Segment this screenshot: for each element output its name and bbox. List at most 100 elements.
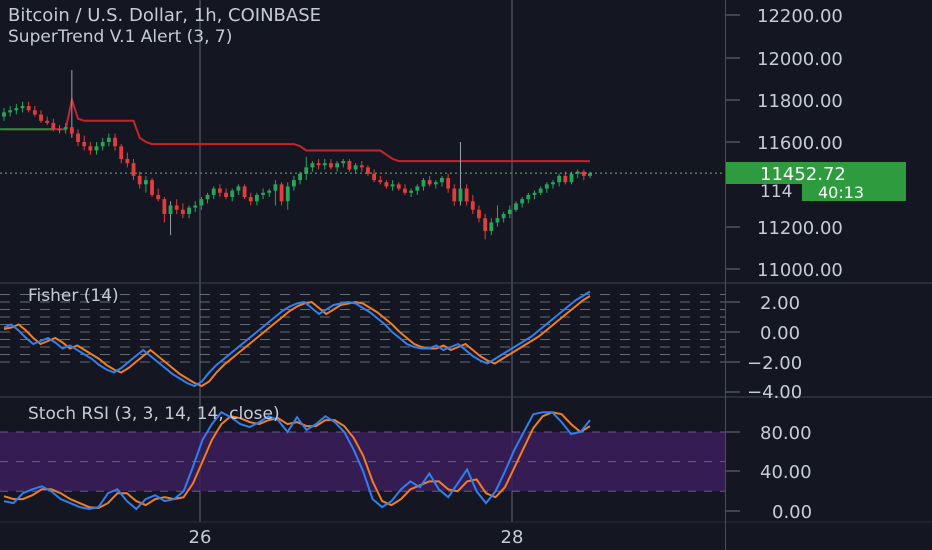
candle-body: [304, 167, 309, 174]
candle-body: [51, 122, 56, 130]
candle-body: [168, 205, 173, 214]
candle-body: [446, 177, 451, 189]
candle-body: [254, 194, 259, 202]
candle-body: [378, 180, 383, 183]
candle-body: [162, 199, 167, 214]
fisher-tick-label: 2.00: [760, 293, 800, 314]
candle-body: [137, 175, 142, 185]
candle-body: [390, 184, 395, 187]
candle-body: [199, 199, 204, 206]
fisher-tick-label: −2.00: [747, 353, 802, 374]
candle-body: [489, 222, 494, 231]
price-pane[interactable]: [0, 0, 725, 282]
price-axis-ticks: 12200.00 12000.00 11800.00 11600.00 1120…: [726, 6, 843, 281]
candle-body: [415, 186, 420, 191]
candle-body: [384, 182, 389, 187]
time-axis[interactable]: [0, 522, 725, 550]
candle-body: [230, 190, 235, 198]
candle-body: [544, 184, 549, 189]
candle-body: [187, 207, 191, 214]
candle-body: [88, 146, 93, 151]
candle-body: [563, 175, 568, 183]
candle-body: [396, 184, 401, 189]
candle-body: [557, 175, 562, 183]
candle-body: [261, 192, 265, 195]
candle-body: [341, 161, 346, 164]
candle-body: [113, 137, 117, 147]
candle-body: [279, 184, 284, 202]
candle-body: [211, 188, 216, 195]
candle-body: [63, 127, 68, 130]
candle-body: [94, 146, 99, 151]
candle-body: [532, 192, 537, 195]
candle-body: [69, 127, 74, 134]
candle-body: [193, 205, 198, 208]
candle-body: [452, 188, 457, 202]
candle-body: [310, 163, 315, 168]
candle-body: [82, 142, 87, 147]
last-price-value: 11452.72: [760, 164, 846, 185]
candle-body: [409, 190, 414, 193]
candle-body: [588, 173, 592, 176]
candle-body: [316, 163, 321, 166]
price-tick-label: 12200.00: [757, 6, 843, 27]
candle-body: [106, 137, 111, 142]
candle-body: [538, 188, 543, 193]
candle-body: [359, 165, 364, 168]
candle-body: [32, 110, 37, 115]
candle-body: [501, 213, 506, 219]
price-axis[interactable]: [725, 0, 932, 550]
stoch-k-line: [3, 411, 591, 511]
candle-body: [119, 146, 124, 159]
candle-body: [526, 194, 531, 200]
candle-body: [273, 184, 278, 191]
candle-body: [507, 209, 512, 214]
stoch-tick-label: 80.00: [760, 423, 812, 444]
stoch-label: Stoch RSI (3, 3, 14, 14, close): [28, 404, 280, 424]
candle-body: [285, 186, 290, 202]
fisher-label: Fisher (14): [28, 286, 119, 306]
candle-body: [464, 188, 469, 202]
candle-body: [242, 186, 247, 198]
candle-body: [125, 158, 130, 164]
candle-body: [353, 165, 358, 170]
candle-body: [581, 171, 586, 176]
stoch-tick-label: 0.00: [772, 502, 812, 523]
candle-body: [14, 108, 19, 111]
partial-price-tick: 114: [760, 182, 792, 202]
candle-body: [131, 163, 136, 176]
candle-body: [2, 112, 6, 117]
candle-body: [76, 133, 80, 142]
candle-body: [267, 190, 272, 193]
candle-body: [403, 188, 407, 193]
candle-body: [292, 180, 296, 187]
candle-body: [329, 163, 333, 168]
candle-body: [57, 129, 62, 131]
candle-body: [372, 173, 377, 181]
candle-body: [366, 167, 370, 174]
candle-body: [483, 218, 488, 231]
chart-title: Bitcoin / U.S. Dollar, 1h, COINBASE: [8, 5, 321, 26]
candle-body: [224, 192, 228, 198]
candle-body: [150, 180, 154, 195]
candle-body: [174, 205, 179, 210]
last-price-badge[interactable]: [726, 162, 906, 184]
supertrend-path: [4, 95, 590, 163]
candle-body: [45, 120, 50, 123]
fisher-tick-label: 0.00: [760, 323, 800, 344]
countdown-value: 40:13: [818, 183, 864, 202]
fisher-line: [3, 290, 591, 388]
stoch-axis-ticks: 80.00 40.00 0.00: [726, 423, 812, 523]
candle-body: [236, 186, 241, 191]
candle-body: [217, 188, 222, 193]
candle-body: [205, 194, 210, 200]
candle-body: [248, 197, 253, 202]
price-tick-label: 11600.00: [757, 133, 843, 154]
candle-body: [470, 201, 475, 210]
indicator-label: SuperTrend V.1 Alert (3, 7): [8, 27, 232, 47]
candle-body: [514, 203, 518, 210]
fisher-gridlines: [0, 294, 725, 363]
candle-body: [569, 173, 574, 183]
